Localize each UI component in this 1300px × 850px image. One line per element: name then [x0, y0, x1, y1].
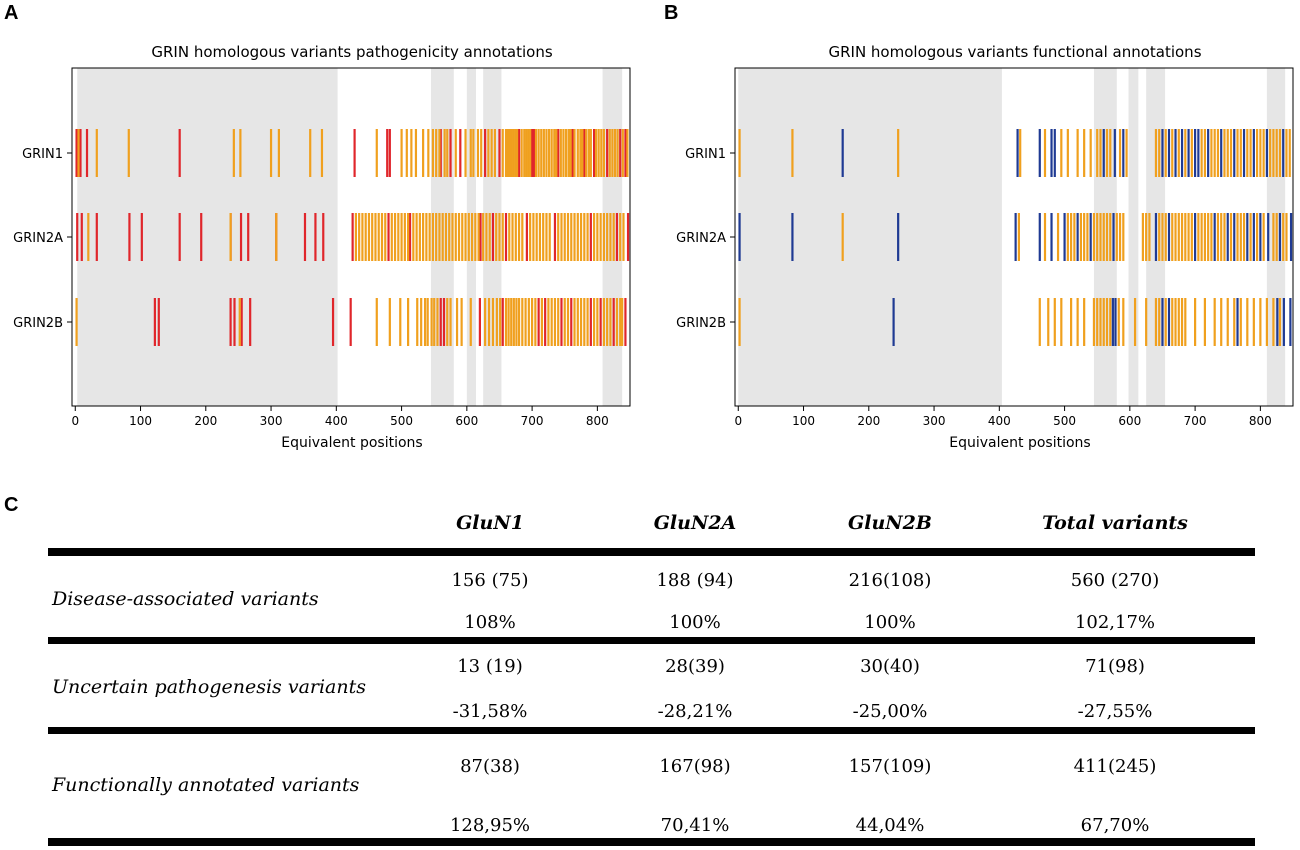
table-cell: 71(98) [1085, 656, 1145, 677]
x-axis-label: Equivalent positions [281, 435, 422, 451]
y-tick-label: GRIN2A [676, 231, 726, 246]
x-axis-label: Equivalent positions [949, 435, 1090, 451]
shaded-domain-region [1128, 68, 1139, 406]
panel-label-c: C [4, 494, 19, 516]
x-tick-label: 300 [923, 414, 946, 428]
x-tick-label: 700 [1184, 414, 1207, 428]
table-cell: 70,41% [660, 815, 730, 836]
table-rule [48, 727, 1255, 734]
table-cell: -25,00% [852, 701, 928, 722]
x-tick-label: 700 [521, 414, 544, 428]
table-cell: 167(98) [659, 756, 731, 777]
x-tick-label: 0 [71, 414, 79, 428]
table-cell: 157(109) [848, 756, 932, 777]
x-tick-label: 800 [586, 414, 609, 428]
col-header-total: Total variants [1042, 512, 1188, 534]
x-tick-label: 100 [129, 414, 152, 428]
y-tick-label: GRIN2B [13, 316, 63, 331]
col-header-glun2a: GluN2A [653, 512, 737, 534]
x-tick-label: 200 [194, 414, 217, 428]
x-tick-label: 100 [792, 414, 815, 428]
table-cell: -31,58% [452, 701, 528, 722]
pathogenicity-chart: GRIN homologous variants pathogenicity a… [13, 43, 631, 451]
table-rule [48, 637, 1255, 644]
table-cell: 28(39) [665, 656, 725, 677]
panel-label-b: B [664, 2, 679, 24]
functional-chart: GRIN homologous variants functional anno… [676, 43, 1294, 451]
x-tick-label: 500 [390, 414, 413, 428]
chart-title: GRIN homologous variants functional anno… [828, 43, 1201, 61]
row-label-disease: Disease-associated variants [52, 588, 319, 610]
table-cell: 100% [669, 612, 721, 633]
table-cell: 128,95% [449, 815, 531, 836]
shaded-domain-region [738, 68, 1002, 406]
table-cell: 87(38) [460, 756, 520, 777]
x-tick-label: 400 [325, 414, 348, 428]
table-cell: 560 (270) [1070, 570, 1160, 591]
row-label-uncertain: Uncertain pathogenesis variants [52, 676, 367, 698]
x-tick-label: 600 [1118, 414, 1141, 428]
table-cell: 100% [864, 612, 916, 633]
table-cell: 156 (75) [451, 570, 529, 591]
y-tick-label: GRIN1 [22, 147, 63, 162]
shaded-domain-region [77, 68, 338, 406]
table-cell: 13 (19) [457, 656, 523, 677]
y-tick-label: GRIN2A [13, 231, 63, 246]
table-cell: 67,70% [1080, 815, 1150, 836]
table-cell: 216(108) [848, 570, 932, 591]
x-tick-label: 600 [455, 414, 478, 428]
table-rule [48, 838, 1255, 846]
table-cell: 44,04% [855, 815, 925, 836]
table-cell: -27,55% [1077, 701, 1153, 722]
x-tick-label: 500 [1053, 414, 1076, 428]
col-header-glun2b: GluN2B [848, 512, 932, 534]
table-cell: 102,17% [1074, 612, 1156, 633]
x-tick-label: 0 [734, 414, 742, 428]
chart-title: GRIN homologous variants pathogenicity a… [151, 43, 552, 61]
row-label-functional: Functionally annotated variants [52, 774, 360, 796]
x-tick-label: 300 [260, 414, 283, 428]
table-cell: 30(40) [860, 656, 920, 677]
y-tick-label: GRIN1 [685, 147, 726, 162]
x-tick-label: 400 [988, 414, 1011, 428]
table-cell: -28,21% [657, 701, 733, 722]
table-cell: 188 (94) [656, 570, 734, 591]
table-rule [48, 548, 1255, 556]
table-cell: 411(245) [1073, 756, 1157, 777]
col-header-glun1: GluN1 [456, 512, 524, 534]
x-tick-label: 200 [857, 414, 880, 428]
x-tick-label: 800 [1249, 414, 1272, 428]
table-cell: 108% [464, 612, 516, 633]
y-tick-label: GRIN2B [676, 316, 726, 331]
panel-label-a: A [4, 2, 19, 24]
